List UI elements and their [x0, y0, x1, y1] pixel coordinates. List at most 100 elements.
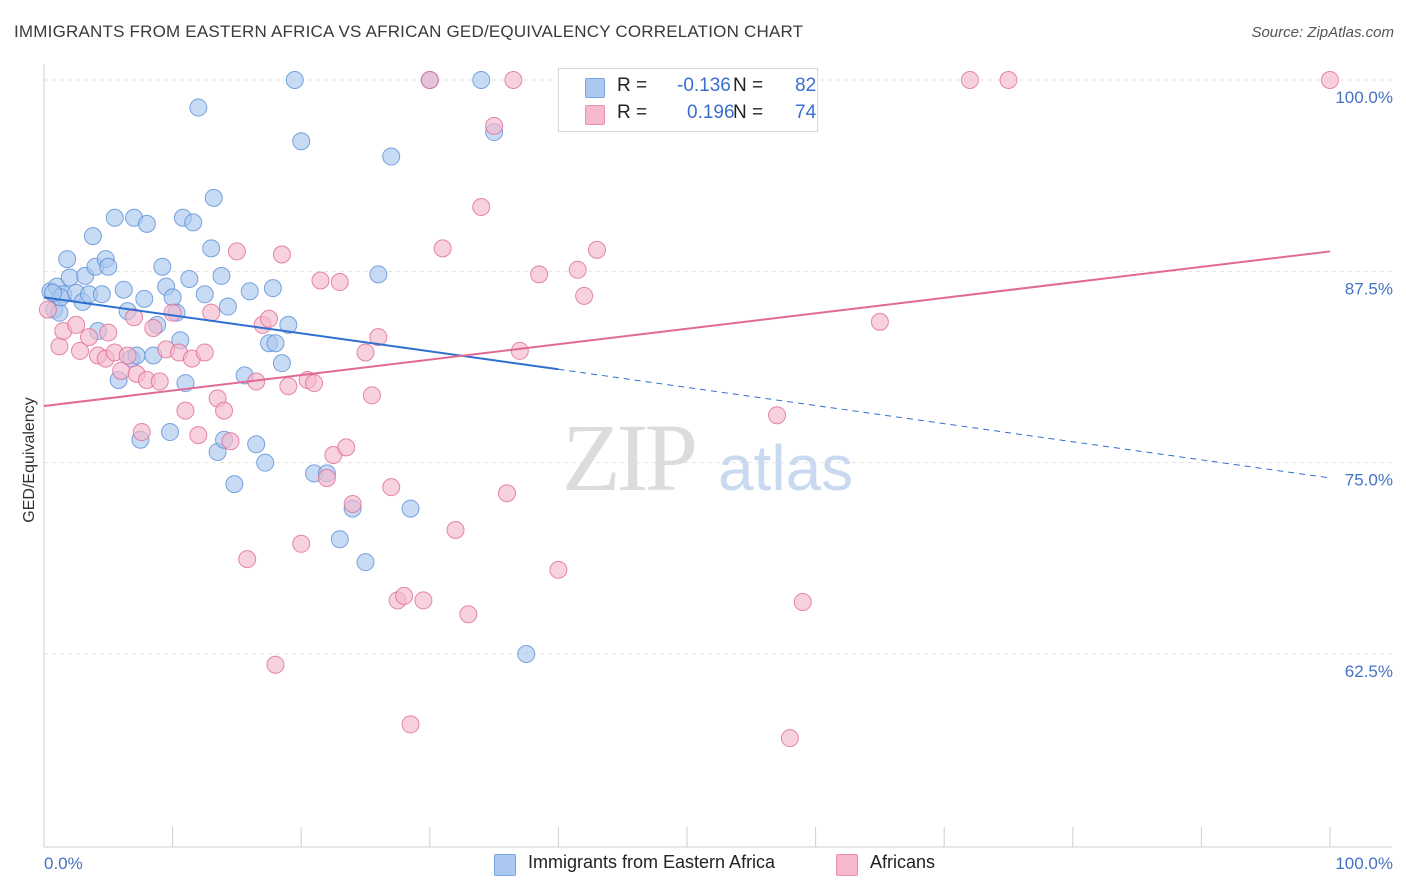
point-africans [150, 372, 169, 391]
trend-lines [43, 250, 1331, 479]
point-africans [504, 71, 523, 89]
point-eastern-africa [99, 257, 118, 276]
point-africans [202, 303, 221, 322]
legend-label: Africans [870, 852, 936, 872]
point-eastern-africa [285, 71, 304, 89]
point-eastern-africa [472, 71, 491, 89]
point-eastern-africa [176, 374, 195, 393]
point-africans [530, 265, 549, 284]
point-africans [279, 377, 298, 396]
legend-r-value: -0.136 [677, 75, 731, 96]
point-africans [420, 71, 439, 89]
point-africans [317, 468, 336, 487]
point-africans [144, 318, 163, 337]
legend-label: Immigrants from Eastern Africa [528, 852, 776, 872]
tick-labels: 62.5% 75.0% 87.5% 100.0% 0.0% 100.0% [44, 88, 1393, 873]
axes [43, 64, 1392, 848]
point-africans [38, 300, 57, 319]
point-eastern-africa [153, 257, 172, 276]
point-africans [414, 591, 433, 610]
point-eastern-africa [184, 213, 203, 232]
point-africans [587, 240, 606, 259]
point-eastern-africa [330, 530, 349, 549]
point-africans [369, 328, 388, 347]
point-africans [80, 328, 99, 347]
point-africans [99, 323, 118, 342]
point-eastern-africa [240, 282, 259, 301]
trend-line-eastern-africa-extrapolated [558, 368, 1331, 479]
point-africans [780, 729, 799, 748]
point-eastern-africa [195, 285, 214, 304]
point-eastern-africa [163, 288, 182, 307]
legend-n-value: 74 [795, 102, 817, 123]
series-africans-points [38, 71, 1339, 748]
point-africans [395, 586, 414, 605]
point-africans [485, 116, 504, 135]
legend-n-label: N = [733, 75, 764, 96]
x-tick-label-max: 100.0% [1335, 854, 1393, 873]
point-eastern-africa [114, 280, 133, 299]
y-tick-label: 87.5% [1345, 279, 1393, 298]
point-africans [401, 715, 420, 734]
legend-swatch-pink [836, 854, 858, 876]
point-africans [305, 374, 324, 393]
point-africans [459, 605, 478, 624]
point-africans [50, 337, 69, 356]
point-africans [238, 550, 257, 569]
point-eastern-africa [517, 645, 536, 663]
watermark-zip: ZIP [562, 404, 695, 511]
point-africans [793, 592, 812, 611]
y-tick-label: 75.0% [1345, 471, 1393, 490]
point-africans [472, 198, 491, 217]
point-africans [1321, 71, 1339, 89]
point-eastern-africa [135, 289, 154, 308]
point-africans [568, 260, 587, 279]
point-eastern-africa [401, 499, 420, 518]
legend-n-value: 82 [795, 75, 817, 96]
point-eastern-africa [204, 188, 223, 207]
point-africans [112, 361, 131, 380]
point-africans [960, 71, 979, 89]
point-africans [446, 521, 465, 540]
point-africans [497, 484, 516, 503]
point-eastern-africa [263, 279, 282, 298]
watermark-atlas: atlas [718, 432, 853, 504]
point-eastern-africa [279, 315, 298, 334]
point-africans [549, 560, 568, 579]
point-eastern-africa [180, 269, 199, 288]
point-eastern-africa [83, 227, 102, 246]
point-africans [67, 315, 86, 334]
point-africans [215, 401, 234, 420]
point-eastern-africa [137, 214, 156, 233]
point-africans [163, 303, 182, 322]
point-africans [195, 343, 214, 362]
point-africans [768, 406, 787, 425]
point-eastern-africa [189, 98, 208, 117]
point-africans [227, 242, 246, 261]
legend-n-label: N = [733, 102, 764, 123]
point-africans [870, 312, 889, 331]
point-africans [362, 386, 381, 405]
point-eastern-africa [92, 285, 111, 304]
point-eastern-africa [247, 435, 266, 454]
point-africans [343, 494, 362, 513]
point-africans [382, 478, 401, 497]
point-africans [272, 245, 291, 264]
point-eastern-africa [212, 266, 231, 285]
point-africans [176, 401, 195, 420]
legend-swatch-blue [585, 78, 605, 98]
x-tick-label-min: 0.0% [44, 854, 83, 873]
y-tick-label: 100.0% [1335, 88, 1393, 107]
point-eastern-africa [60, 268, 79, 287]
point-eastern-africa [161, 423, 180, 442]
point-africans [221, 432, 240, 451]
point-eastern-africa [369, 265, 388, 284]
chart-title: IMMIGRANTS FROM EASTERN AFRICA VS AFRICA… [14, 22, 804, 41]
correlation-legend: R = -0.136 N = 82 R = 0.196 N = 74 [558, 68, 818, 132]
point-eastern-africa [202, 239, 221, 258]
point-africans [266, 655, 285, 674]
point-africans [337, 438, 356, 457]
point-eastern-africa [382, 147, 401, 166]
point-africans [292, 534, 311, 553]
